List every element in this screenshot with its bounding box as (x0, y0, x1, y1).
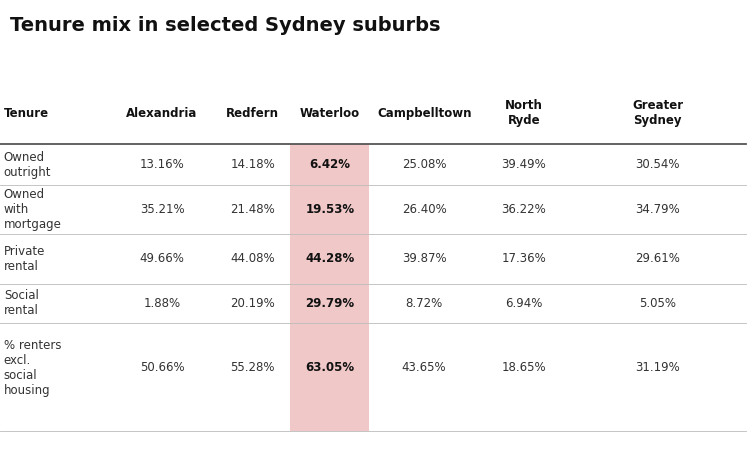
Text: Owned
outright: Owned outright (4, 151, 51, 179)
Text: 55.28%: 55.28% (230, 361, 275, 374)
Text: Private
rental: Private rental (4, 245, 45, 273)
Text: 44.28%: 44.28% (305, 252, 354, 265)
Text: Alexandria: Alexandria (127, 107, 198, 120)
Text: Greater
Sydney: Greater Sydney (633, 99, 683, 127)
Text: 1.88%: 1.88% (143, 297, 181, 310)
Text: North
Ryde: North Ryde (505, 99, 543, 127)
Text: 50.66%: 50.66% (139, 361, 185, 374)
Text: 43.65%: 43.65% (402, 361, 446, 374)
Text: Tenure mix in selected Sydney suburbs: Tenure mix in selected Sydney suburbs (10, 16, 440, 35)
Text: 5.05%: 5.05% (639, 297, 676, 310)
Text: Tenure: Tenure (4, 107, 49, 120)
Text: Campbelltown: Campbelltown (377, 107, 471, 120)
Text: 49.66%: 49.66% (139, 252, 185, 265)
Text: 6.94%: 6.94% (505, 297, 543, 310)
Text: Waterloo: Waterloo (300, 107, 360, 120)
Text: Redfern: Redfern (226, 107, 279, 120)
Text: 39.87%: 39.87% (402, 252, 446, 265)
Text: 39.49%: 39.49% (501, 158, 547, 171)
Text: 6.42%: 6.42% (309, 158, 351, 171)
Text: 30.54%: 30.54% (636, 158, 680, 171)
Text: 35.21%: 35.21% (139, 203, 185, 216)
Text: Social
rental: Social rental (4, 289, 38, 317)
Text: 34.79%: 34.79% (636, 203, 680, 216)
Text: 26.40%: 26.40% (402, 203, 446, 216)
Text: 8.72%: 8.72% (406, 297, 443, 310)
Text: 14.18%: 14.18% (230, 158, 275, 171)
Text: 25.08%: 25.08% (402, 158, 446, 171)
Text: 21.48%: 21.48% (230, 203, 275, 216)
Text: 29.61%: 29.61% (636, 252, 680, 265)
Text: 20.19%: 20.19% (230, 297, 275, 310)
Text: % renters
excl.
social
housing: % renters excl. social housing (4, 338, 61, 397)
Text: 18.65%: 18.65% (501, 361, 547, 374)
Text: 63.05%: 63.05% (305, 361, 354, 374)
Text: 36.22%: 36.22% (501, 203, 547, 216)
Text: 19.53%: 19.53% (305, 203, 354, 216)
Text: 17.36%: 17.36% (501, 252, 547, 265)
Text: Owned
with
mortgage: Owned with mortgage (4, 188, 62, 231)
Text: 31.19%: 31.19% (636, 361, 680, 374)
Text: 13.16%: 13.16% (139, 158, 185, 171)
Text: 29.79%: 29.79% (305, 297, 354, 310)
Text: 44.08%: 44.08% (230, 252, 275, 265)
